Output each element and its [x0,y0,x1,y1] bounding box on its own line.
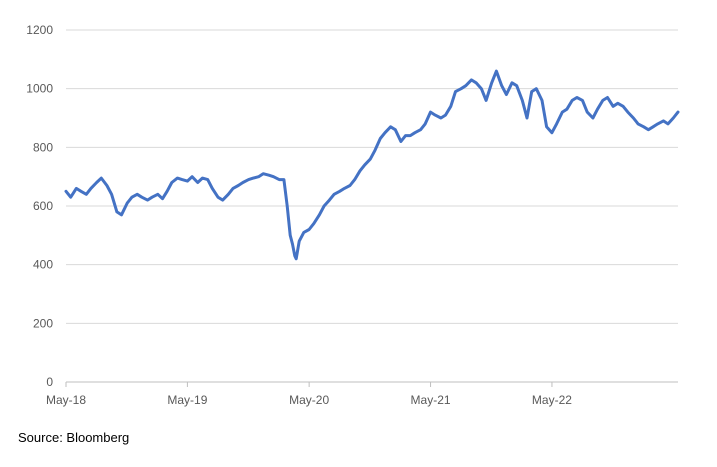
x-axis [65,381,678,387]
source-note: Source: Bloomberg [18,430,130,445]
x-axis-tick-labels: May-18 May-19 May-20 May-21 May-22 [46,393,572,407]
x-tick-label-3: May-21 [411,393,451,407]
y-tick-label-400: 400 [33,258,53,272]
y-tick-label-600: 600 [33,199,53,213]
y-tick-label-200: 200 [33,316,53,330]
y-tick-label-800: 800 [33,140,53,154]
x-tick-label-0: May-18 [46,393,86,407]
y-tick-label-1000: 1000 [26,82,53,96]
y-axis-tick-labels: 0 200 400 600 800 1000 1200 [26,23,53,389]
x-tick-label-4: May-22 [532,393,572,407]
y-tick-label-1200: 1200 [26,23,53,37]
series-group [64,69,680,261]
gridlines [66,29,678,324]
y-tick-label-0: 0 [46,375,53,389]
series-line-0 [64,69,680,261]
x-tick-label-2: May-20 [289,393,329,407]
x-tick-label-1: May-19 [167,393,207,407]
